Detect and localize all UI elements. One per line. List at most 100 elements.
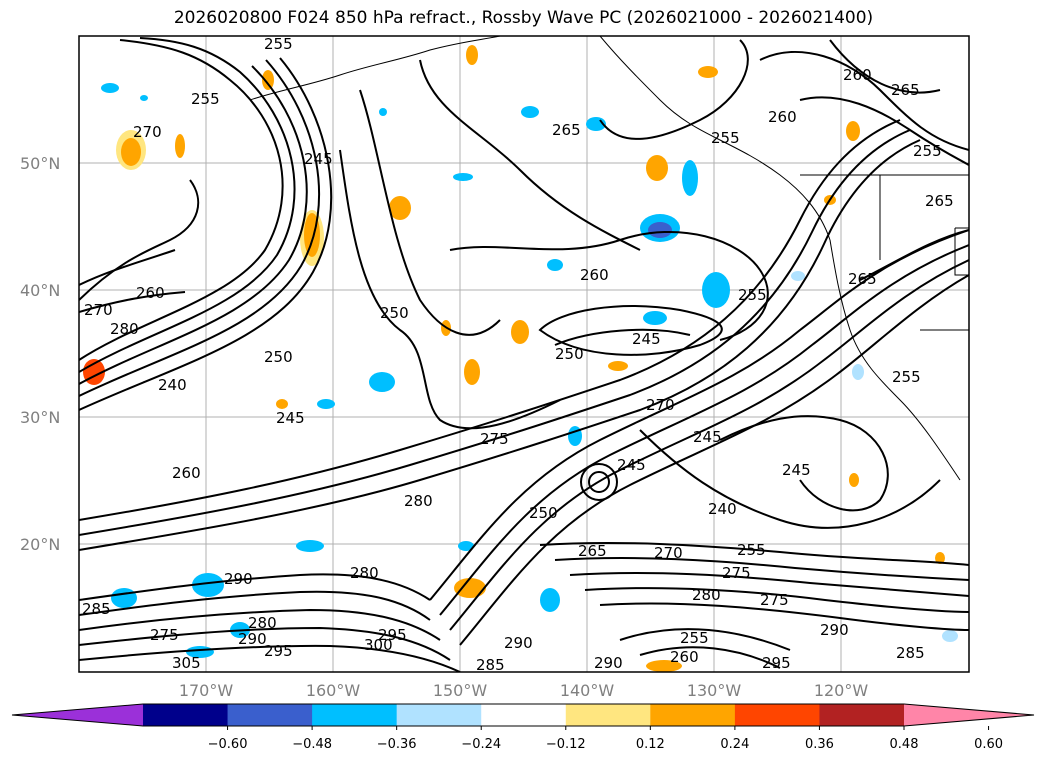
contour-label: 300 <box>364 636 393 654</box>
negative-blob <box>648 222 672 238</box>
contour-label: 290 <box>820 621 849 639</box>
negative-blob <box>101 83 119 93</box>
negative-blob <box>942 630 958 642</box>
colorbar-segment <box>227 704 313 726</box>
contour-label: 295 <box>378 626 407 644</box>
colorbar-tick-label: −0.12 <box>546 737 586 752</box>
longitude-labels: 170°W 160°W 150°W 140°W 130°W 120°W <box>179 681 869 700</box>
negative-blob <box>702 272 730 308</box>
colorbar-tick-label: 0.60 <box>974 737 1003 752</box>
contour-label: 275 <box>480 430 509 448</box>
contour-label: 260 <box>172 464 201 482</box>
contour-label: 240 <box>708 500 737 518</box>
contour-label: 280 <box>692 586 721 604</box>
lat-label: 40°N <box>20 281 60 300</box>
positive-blob <box>646 155 668 181</box>
positive-blob <box>511 320 529 344</box>
contour-label: 255 <box>913 142 942 160</box>
contour-label: 285 <box>476 656 505 674</box>
colorbar-segment <box>396 704 482 726</box>
lon-label: 140°W <box>560 681 615 700</box>
negative-blob <box>369 372 395 392</box>
colorbar-tick-label: −0.48 <box>292 737 332 752</box>
contour-label: 250 <box>555 345 584 363</box>
colorbar-tick-label: 0.12 <box>636 737 665 752</box>
positive-blob <box>698 66 718 78</box>
positive-blob <box>121 138 141 166</box>
contour-label: 280 <box>350 564 379 582</box>
contour-label: 245 <box>782 461 811 479</box>
colorbar-extend-min <box>12 704 143 726</box>
contour-label: 290 <box>504 634 533 652</box>
negative-blob <box>682 160 698 196</box>
lon-label: 160°W <box>306 681 361 700</box>
positive-blob <box>935 552 945 564</box>
contour-label: 260 <box>843 66 872 84</box>
contour-label: 285 <box>82 600 111 618</box>
positive-blob <box>646 660 682 672</box>
contour-label: 245 <box>617 456 646 474</box>
colorbar <box>11 703 1035 727</box>
negative-blob <box>192 573 224 597</box>
contour-labels: 255 265 260 270 255 245 265 260 255 265 … <box>82 35 954 674</box>
latitude-labels: 50°N 40°N 30°N 20°N <box>20 154 60 554</box>
contour-label: 260 <box>670 648 699 666</box>
positive-blob <box>175 134 185 158</box>
colorbar-segment <box>650 704 736 726</box>
negative-blob <box>791 271 805 281</box>
negative-blob <box>540 588 560 612</box>
positive-blob <box>389 196 411 220</box>
colorbar-tick-label: 0.24 <box>720 737 749 752</box>
positive-blob <box>608 361 628 371</box>
contour-label: 270 <box>84 301 113 319</box>
lat-label: 20°N <box>20 535 60 554</box>
positive-blob <box>464 359 480 385</box>
positive-blob <box>849 473 859 487</box>
lon-label: 150°W <box>433 681 488 700</box>
colorbar-ticks: −0.60 −0.48 −0.36 −0.24 −0.12 0.12 0.24 0.36 0.4… <box>208 726 1003 752</box>
contour-label: 265 <box>891 81 920 99</box>
positive-blob <box>262 70 274 90</box>
colorbar-tick-label: 0.48 <box>890 737 919 752</box>
colorbar-extend-max <box>904 704 1034 726</box>
negative-blob <box>547 259 563 271</box>
map-panel: 255 265 260 270 255 245 265 260 255 265 … <box>78 35 970 674</box>
contour-label: 255 <box>738 286 767 304</box>
contour-label: 250 <box>529 504 558 522</box>
contour-label: 295 <box>264 642 293 660</box>
contour-label: 260 <box>768 108 797 126</box>
contour-label: 255 <box>711 129 740 147</box>
contour-label: 280 <box>248 614 277 632</box>
colorbar-tick-label: 0.36 <box>805 737 834 752</box>
colorbar-tick-label: −0.24 <box>461 737 501 752</box>
contour-label: 245 <box>304 150 333 168</box>
coastlines <box>249 36 969 481</box>
negative-blob <box>379 108 387 116</box>
contour-label: 255 <box>737 541 766 559</box>
negative-blob <box>852 364 864 380</box>
map-frame <box>78 35 970 673</box>
contour-label: 255 <box>680 629 709 647</box>
contour-label: 255 <box>264 35 293 53</box>
negative-blob <box>140 95 148 101</box>
positive-blob <box>454 578 486 598</box>
contour-label: 260 <box>580 266 609 284</box>
contour-label: 270 <box>133 123 162 141</box>
contour-label: 285 <box>896 644 925 662</box>
contour-label: 270 <box>646 396 675 414</box>
contour-label: 245 <box>276 409 305 427</box>
contour-label: 275 <box>722 564 751 582</box>
lat-label: 50°N <box>20 154 60 173</box>
negative-blob <box>296 540 324 552</box>
colorbar-segment <box>565 704 651 726</box>
contour-label: 295 <box>762 654 791 672</box>
contour-label: 265 <box>925 192 954 210</box>
colorbar-segment <box>143 704 229 726</box>
contour-label: 280 <box>110 320 139 338</box>
negative-blob <box>317 399 335 409</box>
contour-label: 250 <box>380 304 409 322</box>
contour-label: 305 <box>172 654 201 672</box>
lon-label: 170°W <box>179 681 234 700</box>
contour-label: 240 <box>158 376 187 394</box>
